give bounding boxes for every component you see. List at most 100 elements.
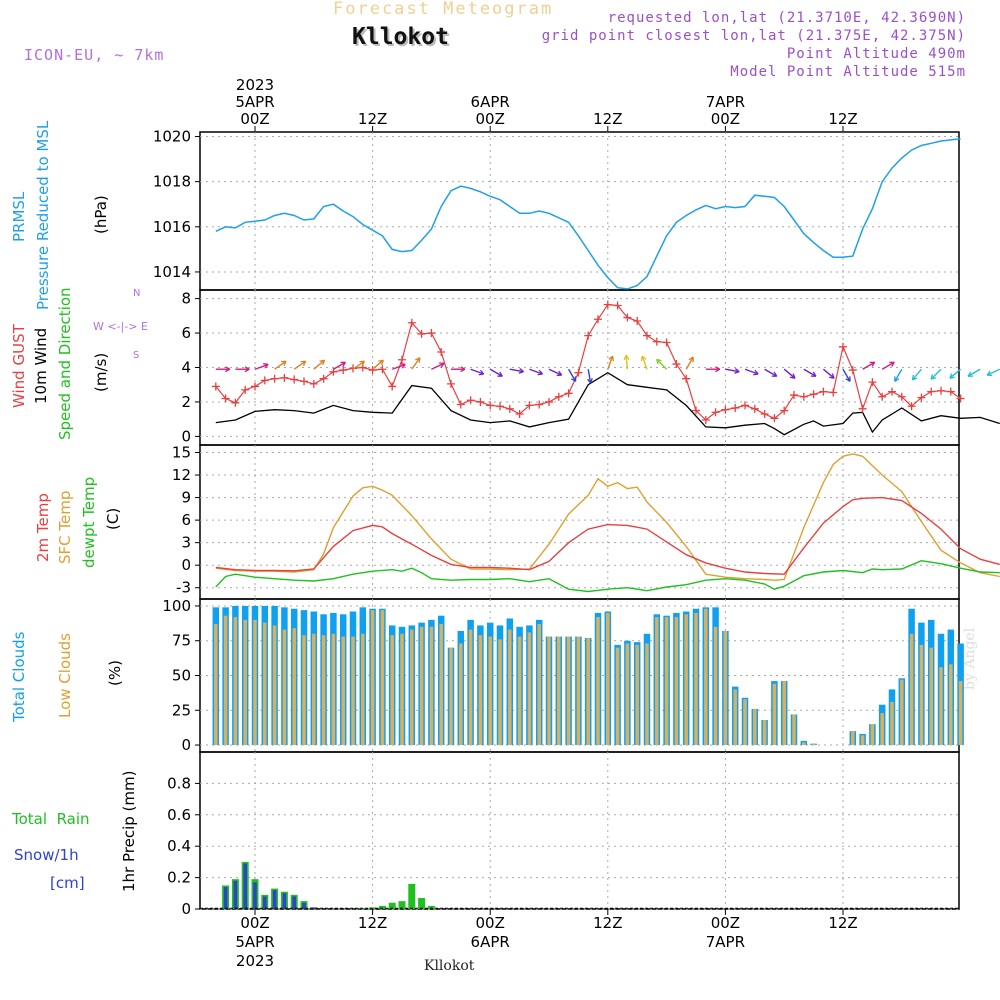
- top-time-label: 6APR: [471, 93, 510, 111]
- compass-we: W <-|-> E: [93, 320, 148, 333]
- gust-marker: [731, 404, 739, 412]
- y-tick-label: 2: [181, 393, 191, 411]
- percent-label: (%): [106, 660, 124, 686]
- pressure-label: Pressure Reduced to MSL: [34, 120, 52, 310]
- gust-marker: [349, 364, 357, 372]
- gust-marker: [388, 382, 396, 390]
- low-cloud-bar: [243, 620, 247, 745]
- low-cloud-bar: [782, 681, 786, 745]
- gust-marker: [790, 391, 798, 399]
- low-cloud-bar: [469, 630, 473, 745]
- low-cloud-bar: [743, 699, 747, 745]
- low-cloud-bar: [547, 637, 551, 745]
- gust-marker: [476, 398, 484, 406]
- low-cloud-bar: [557, 637, 561, 745]
- snow-bar: [292, 896, 296, 909]
- low-cloud-bar: [606, 613, 610, 745]
- gust-marker: [633, 317, 641, 325]
- hpa-label: (hPa): [92, 195, 110, 234]
- prmsl-label: PRMSL: [10, 191, 28, 242]
- y-tick-label: 15: [172, 444, 191, 462]
- y-tick-label: 0.6: [167, 806, 191, 824]
- y-tick-label: 0: [181, 736, 191, 754]
- bottom-time-label: 12Z: [828, 914, 857, 932]
- top-time-label: 00Z: [240, 110, 269, 128]
- y-tick-label: 1018: [153, 173, 191, 191]
- gust-marker: [829, 388, 837, 396]
- top-time-label: 12Z: [828, 110, 857, 128]
- low-cloud-bar: [263, 623, 267, 745]
- bottom-time-label: 12Z: [358, 914, 387, 932]
- low-cloud-bar: [959, 681, 963, 745]
- low-cloud-bar: [694, 613, 698, 745]
- gust-marker: [437, 348, 445, 356]
- y-tick-label: 50: [172, 667, 191, 685]
- gust-marker: [565, 389, 573, 397]
- low-cloud-bar: [880, 713, 884, 745]
- y-tick-label: 0.2: [167, 869, 191, 887]
- gust-marker: [800, 393, 808, 401]
- gust-marker: [937, 387, 945, 395]
- y-tick-label: 8: [181, 290, 191, 308]
- y-tick-label: 0.8: [167, 774, 191, 792]
- low-cloud-bar: [567, 637, 571, 745]
- low-cloud-bar: [929, 648, 933, 745]
- low-cloud-bar: [332, 634, 336, 745]
- gust-marker: [594, 315, 602, 323]
- gust-marker: [427, 329, 435, 337]
- gust-marker: [310, 380, 318, 388]
- low-cloud-bar: [528, 632, 532, 745]
- low-cloud-bar: [224, 616, 228, 745]
- low-cloud-bar: [498, 639, 502, 745]
- gust-marker: [819, 388, 827, 396]
- bottom-time-label: 2023: [236, 952, 274, 970]
- y-tick-label: 75: [172, 632, 191, 650]
- gust-marker: [398, 356, 406, 364]
- low-cloud-bar: [371, 610, 375, 745]
- snow-bar: [273, 890, 277, 909]
- low-cloud-bar: [675, 617, 679, 745]
- low-cloud-bar: [361, 634, 365, 745]
- low-cloud-bar: [283, 630, 287, 745]
- compass-s: S: [133, 350, 139, 361]
- gust-marker: [486, 401, 494, 409]
- bottom-time-label: 12Z: [593, 914, 622, 932]
- low-cloud-bar: [802, 742, 806, 745]
- low-cloud-bar: [812, 744, 816, 745]
- gust-marker: [761, 410, 769, 418]
- snow-bar: [263, 896, 267, 909]
- gust-marker: [751, 405, 759, 413]
- rain-bar: [408, 884, 415, 909]
- dewpt-label: dewpt Temp: [80, 477, 98, 568]
- low-cloud-bar: [430, 627, 434, 745]
- low-cloud-bar: [851, 731, 855, 745]
- gust-marker: [927, 388, 935, 396]
- snow-bar: [224, 887, 228, 909]
- snow-bar: [253, 882, 257, 909]
- y-tick-label: 25: [172, 701, 191, 719]
- low-cloud-bar: [420, 627, 424, 745]
- snow-bar: [243, 863, 247, 909]
- bottom-time-label: 00Z: [476, 914, 505, 932]
- low-cloud-bar: [273, 625, 277, 745]
- top-time-label: 12Z: [358, 110, 387, 128]
- gust-marker: [574, 369, 582, 377]
- total-clouds-label: Total Clouds: [10, 631, 28, 723]
- gust-marker: [672, 360, 680, 368]
- top-time-label: 00Z: [476, 110, 505, 128]
- gust-marker: [839, 343, 847, 351]
- low-cloud-bar: [586, 638, 590, 745]
- gust-marker: [810, 390, 818, 398]
- low-cloud-bar: [449, 648, 453, 745]
- pressure-line: [216, 139, 961, 289]
- y-tick-label: 3: [181, 534, 191, 552]
- low-cloud-bar: [773, 684, 777, 745]
- low-cloud-bar: [596, 617, 600, 745]
- bottom-time-label: 7APR: [706, 933, 745, 951]
- low-cloud-bar: [518, 637, 522, 745]
- bottom-time-label: 00Z: [711, 914, 740, 932]
- y-tick-label: 1016: [153, 218, 191, 236]
- y-tick-label: 4: [181, 359, 191, 377]
- wind-dir-arrow: [657, 359, 667, 369]
- gust-marker: [467, 396, 475, 404]
